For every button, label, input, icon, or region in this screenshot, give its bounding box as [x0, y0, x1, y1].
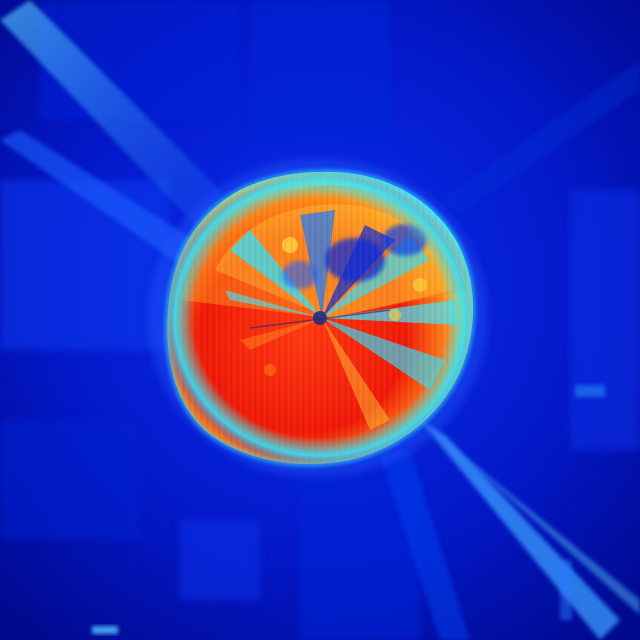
- heatmap-image: [0, 0, 640, 640]
- heatmap-viewport: [0, 0, 640, 640]
